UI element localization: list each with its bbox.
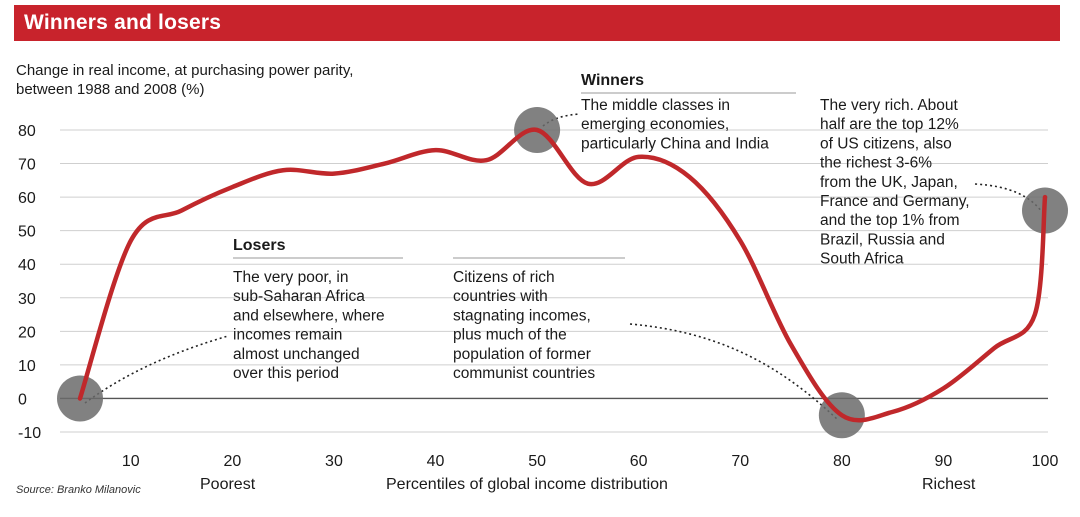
annotation-text-line: stagnating incomes, — [453, 307, 591, 324]
y-tick-label: 30 — [18, 291, 36, 308]
annotation-text-line: the richest 3-6% — [820, 155, 932, 172]
annotation-text-line: and the top 1% from — [820, 212, 960, 229]
annotation-text-line: Citizens of rich — [453, 269, 555, 286]
x-axis-label: Percentiles of global income distributio… — [386, 476, 668, 493]
chart-title: Winners and losers — [24, 11, 222, 34]
annotation-text-line: communist countries — [453, 365, 595, 382]
y-tick-label: 70 — [18, 157, 36, 174]
annotation-heading: Winners — [581, 72, 644, 89]
y-tick-label: 60 — [18, 190, 36, 207]
annotation-text-line: population of former — [453, 346, 591, 363]
annotation-text-line: The middle classes in — [581, 97, 730, 114]
y-tick-label: 50 — [18, 224, 36, 241]
annotation-text-line: sub-Saharan Africa — [233, 288, 365, 305]
annotation-text-line: particularly China and India — [581, 135, 769, 152]
x-tick-label: 10 — [122, 453, 140, 470]
annotation-text-line: incomes remain — [233, 327, 342, 344]
annotation-text-line: The very poor, in — [233, 269, 348, 286]
annotation-leader — [629, 323, 839, 421]
y-tick-label: 80 — [18, 123, 36, 140]
x-tick-label: 70 — [731, 453, 749, 470]
annotation-leader — [542, 113, 581, 127]
source-note: Source: Branko Milanovic — [16, 484, 141, 496]
x-caption-richest: Richest — [922, 476, 976, 493]
x-tick-label: 30 — [325, 453, 343, 470]
x-tick-label: 50 — [528, 453, 546, 470]
annotation-text-line: The very rich. About — [820, 97, 959, 114]
annotation-leader — [84, 335, 229, 404]
x-tick-label: 80 — [833, 453, 851, 470]
y-tick-label: 0 — [18, 391, 27, 408]
y-tick-label: 40 — [18, 257, 36, 274]
annotation-text-line: and elsewhere, where — [233, 307, 385, 324]
annotation-text-line: countries with — [453, 288, 548, 305]
annotation-text-line: France and Germany, — [820, 193, 970, 210]
title-bar: Winners and losers — [14, 5, 1060, 41]
y-tick-label: 10 — [18, 358, 36, 375]
x-caption-poorest: Poorest — [200, 476, 256, 493]
annotation-text-line: from the UK, Japan, — [820, 174, 958, 191]
annotation-text-line: of US citizens, also — [820, 135, 952, 152]
x-tick-label: 60 — [630, 453, 648, 470]
annotation-text-line: South Africa — [820, 251, 904, 268]
x-tick-label: 20 — [223, 453, 241, 470]
annotation-heading: Losers — [233, 237, 286, 254]
x-tick-label: 90 — [935, 453, 953, 470]
annotation-text-line: emerging economies, — [581, 116, 729, 133]
y-tick-label: 20 — [18, 324, 36, 341]
y-tick-label: -10 — [18, 425, 41, 442]
x-tick-label: 40 — [427, 453, 445, 470]
x-tick-label: 100 — [1032, 453, 1059, 470]
annotation-text-line: Brazil, Russia and — [820, 231, 945, 248]
series-line — [77, 127, 1048, 423]
annotation-text-line: over this period — [233, 365, 339, 382]
annotation-text-line: plus much of the — [453, 327, 567, 344]
y-axis-label-line-2: between 1988 and 2008 (%) — [16, 81, 205, 98]
annotation-text-line: half are the top 12% — [820, 116, 959, 133]
y-axis-label-line-1: Change in real income, at purchasing pow… — [16, 62, 354, 79]
annotation-text-line: almost unchanged — [233, 346, 360, 363]
